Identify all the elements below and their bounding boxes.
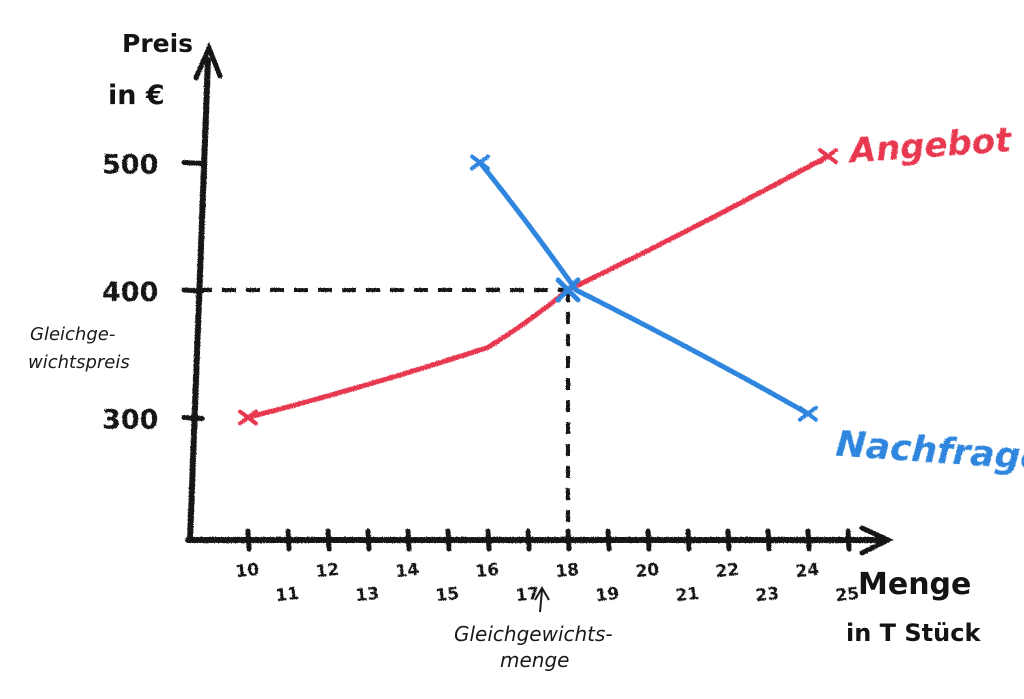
x-tick-label-12: 12 xyxy=(314,560,340,582)
x-tick-label-15: 15 xyxy=(434,584,460,606)
x-tick-15 xyxy=(445,528,452,552)
equilibrium-quantity-label-line2: menge xyxy=(500,648,569,672)
x-tick-label-21: 21 xyxy=(674,584,700,606)
x-tick-14 xyxy=(405,528,412,552)
x-axis-title-line1: Menge xyxy=(858,567,971,602)
x-tick-label-24: 24 xyxy=(794,560,820,582)
x-tick-23 xyxy=(765,528,772,552)
nachfrage-start-marker xyxy=(470,154,490,171)
y-tick-500 xyxy=(181,160,205,166)
x-tick-label-17: 17 xyxy=(514,584,540,606)
angebot-start-marker xyxy=(238,409,258,426)
x-tick-label-19: 19 xyxy=(594,584,620,606)
y-tick-300 xyxy=(181,415,205,421)
x-tick-25 xyxy=(845,528,852,552)
x-tick-label-25: 25 xyxy=(834,584,860,606)
x-tick-20 xyxy=(645,528,652,552)
equilibrium-point xyxy=(555,277,581,303)
x-tick-label-20: 20 xyxy=(634,560,660,582)
x-tick-label-18: 18 xyxy=(554,560,580,582)
x-tick-22 xyxy=(725,528,732,552)
x-tick-label-14: 14 xyxy=(394,560,420,582)
x-tick-19 xyxy=(605,528,612,552)
y-axis-title-line1: Preis xyxy=(122,29,193,58)
x-axis-title-line2: in T Stück xyxy=(846,619,981,647)
x-tick-label-13: 13 xyxy=(354,584,380,606)
y-tick-label-300: 300 xyxy=(102,405,158,436)
x-tick-16 xyxy=(485,528,492,552)
x-tick-13 xyxy=(365,528,372,552)
angebot-line xyxy=(245,153,831,420)
y-axis-arrow xyxy=(193,41,223,81)
equilibrium-price-label-line1: Gleichge- xyxy=(30,324,115,345)
y-axis-title-line2: in € xyxy=(108,80,165,111)
x-axis-arrow xyxy=(859,525,894,556)
y-tick-label-400: 400 xyxy=(102,277,158,308)
x-tick-label-10: 10 xyxy=(234,560,260,582)
x-tick-label-11: 11 xyxy=(274,584,300,606)
nachfrage-end-marker xyxy=(798,405,818,422)
x-tick-24 xyxy=(805,528,812,552)
angebot-label: Angebot xyxy=(845,120,1014,172)
y-tick-400 xyxy=(181,287,205,294)
angebot-end-marker xyxy=(818,148,838,165)
equilibrium-quantity-label-line1: Gleichgewichts- xyxy=(454,622,613,646)
y-axis xyxy=(187,57,211,543)
x-tick-12 xyxy=(325,528,332,552)
x-tick-18 xyxy=(565,528,572,552)
nachfrage-label: Nachfrage xyxy=(835,424,1024,479)
x-tick-label-16: 16 xyxy=(474,560,500,582)
x-tick-10 xyxy=(245,528,252,552)
x-tick-17 xyxy=(525,528,532,552)
nachfrage-line xyxy=(477,160,811,417)
x-tick-21 xyxy=(685,528,692,552)
x-tick-label-22: 22 xyxy=(714,560,740,582)
y-tick-label-500: 500 xyxy=(102,150,158,181)
x-tick-11 xyxy=(285,528,292,552)
x-tick-label-23: 23 xyxy=(754,584,780,606)
equilibrium-price-label-line2: wichtspreis xyxy=(28,352,130,373)
equilibrium-quantity-pointer xyxy=(534,586,550,613)
